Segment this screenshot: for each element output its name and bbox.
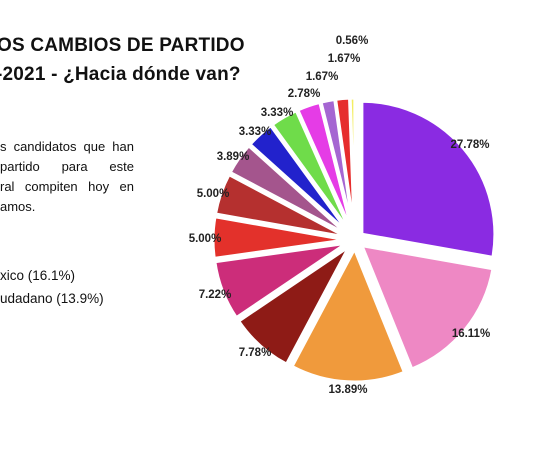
pie-slice-3 bbox=[290, 247, 406, 384]
pie-slice-6 bbox=[211, 215, 348, 260]
description-line-1: s candidatos que han bbox=[0, 139, 134, 154]
chart-title-line-2: -2021 - ¿Hacia dónde van? bbox=[0, 64, 241, 85]
pie-slice-2 bbox=[360, 244, 495, 371]
description-line-2: partido para este bbox=[0, 159, 134, 174]
pie-label-2: 16.11% bbox=[452, 328, 490, 340]
chart-title-line-1: OS CAMBIOS DE PARTIDO bbox=[0, 35, 245, 56]
pie-slices bbox=[211, 96, 497, 384]
pie-label-14: 0.56% bbox=[336, 35, 369, 47]
pie-label-13: 1.67% bbox=[328, 53, 361, 65]
pie-label-7: 5.00% bbox=[197, 188, 230, 200]
pie-slice-5 bbox=[213, 241, 349, 320]
pie-label-12: 1.67% bbox=[306, 71, 339, 83]
pie-slice-1 bbox=[360, 99, 497, 259]
description-line-3: ral compiten hoy en bbox=[0, 179, 134, 194]
pie-label-10: 3.33% bbox=[261, 107, 294, 119]
pie-slice-8 bbox=[228, 144, 350, 237]
pie-label-8: 3.89% bbox=[217, 151, 250, 163]
pie-slice-7 bbox=[214, 173, 348, 239]
pie-slice-9 bbox=[248, 124, 351, 235]
pie-label-3: 13.89% bbox=[328, 384, 367, 396]
legend-fragment-2: udadano (13.9%) bbox=[0, 291, 104, 306]
pie-label-4: 7.78% bbox=[239, 347, 272, 359]
pie-label-9: 3.33% bbox=[239, 126, 272, 138]
pie-data-labels: 27.78% 16.11% 13.89% 7.78% 7.22% 5.00% 5.00% 3.… bbox=[189, 35, 490, 396]
pie-slice-10 bbox=[270, 109, 352, 234]
pie-slice-14 bbox=[348, 96, 357, 233]
description-paragraph: s candidatos que han partido para este r… bbox=[0, 137, 134, 217]
pie-label-5: 7.22% bbox=[199, 289, 232, 301]
description-line-4: amos. bbox=[0, 199, 36, 214]
pie-label-1: 27.78% bbox=[450, 139, 489, 151]
legend-fragment-1: xico (16.1%) bbox=[0, 268, 76, 283]
pie-label-11: 2.78% bbox=[288, 88, 321, 100]
pie-slice-4 bbox=[237, 245, 351, 366]
pie-label-6: 5.00% bbox=[189, 233, 222, 245]
